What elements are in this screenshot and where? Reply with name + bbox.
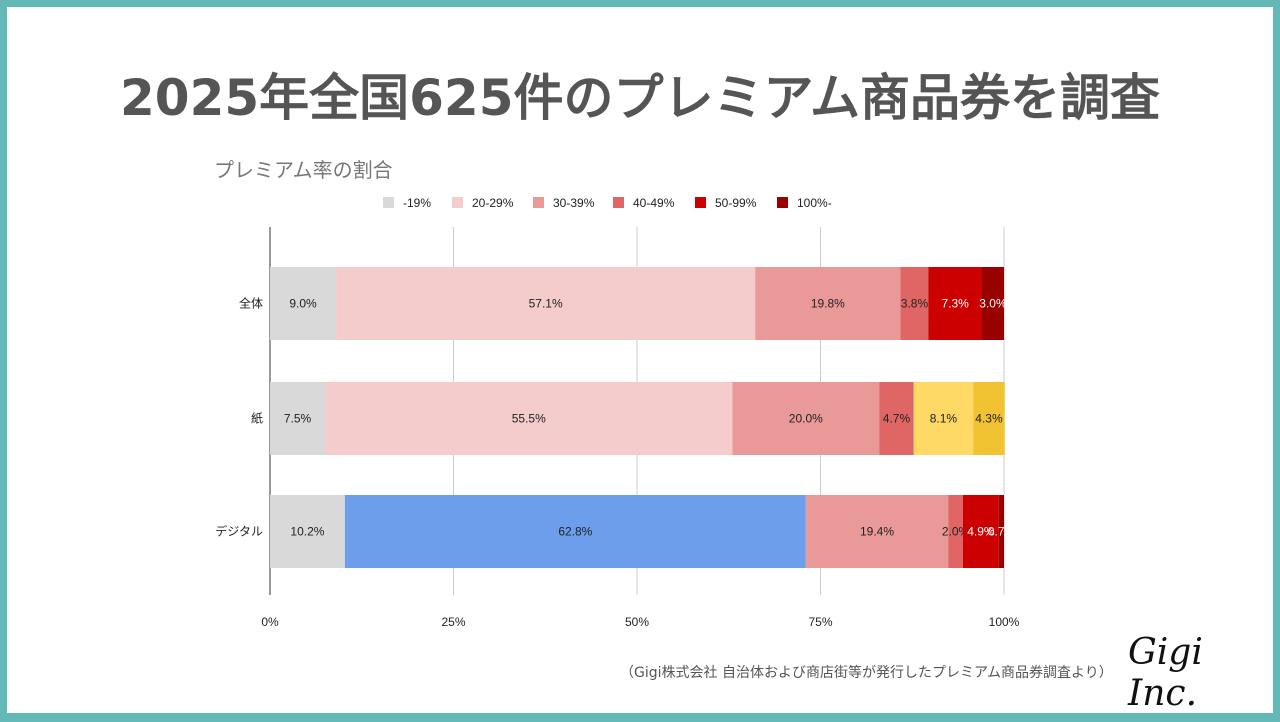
bar-segment bbox=[336, 267, 756, 340]
data-label: 7.5% bbox=[284, 412, 312, 426]
legend-label: 40-49% bbox=[633, 196, 675, 210]
legend-label: 50-99% bbox=[715, 196, 757, 210]
data-label: 9.0% bbox=[289, 297, 317, 311]
bar-segment bbox=[928, 267, 982, 340]
legend-swatch bbox=[533, 197, 544, 208]
data-label: 8.1% bbox=[930, 412, 958, 426]
legend-swatch bbox=[613, 197, 624, 208]
data-label: 4.3% bbox=[975, 412, 1003, 426]
data-label: 19.8% bbox=[811, 297, 845, 311]
bar-segment bbox=[981, 267, 1004, 340]
bar-segment bbox=[900, 267, 929, 340]
bar-segment bbox=[805, 495, 949, 568]
legend-label: 30-39% bbox=[553, 196, 595, 210]
bar-segment bbox=[879, 382, 914, 455]
bar-segment bbox=[973, 382, 1005, 455]
data-label: 2.0% bbox=[942, 525, 970, 539]
data-label: 4.9% bbox=[967, 525, 995, 539]
data-label: 7.3% bbox=[942, 297, 970, 311]
data-label: 20.0% bbox=[789, 412, 823, 426]
bar-segment bbox=[913, 382, 974, 455]
legend-swatch bbox=[452, 197, 463, 208]
data-label: 3.8% bbox=[901, 297, 929, 311]
slide bbox=[7, 7, 1273, 713]
x-tick-label: 100% bbox=[989, 615, 1020, 629]
bar-segment bbox=[270, 267, 337, 340]
data-label: 10.2% bbox=[290, 525, 324, 539]
legend-swatch bbox=[383, 197, 394, 208]
bar-segment bbox=[270, 495, 345, 568]
source-note: （Gigi株式会社 自治体および商店街等が発行したプレミアム商品券調査より） bbox=[620, 665, 1113, 681]
page-title: 2025年全国625件のプレミアム商品券を調査 bbox=[119, 69, 1161, 127]
x-tick-label: 25% bbox=[441, 615, 465, 629]
category-label: 全体 bbox=[239, 296, 263, 311]
legend-label: -19% bbox=[403, 196, 431, 210]
x-tick-label: 50% bbox=[625, 615, 649, 629]
category-label: デジタル bbox=[215, 524, 263, 539]
category-label: 紙 bbox=[251, 411, 263, 426]
bar-segment bbox=[998, 495, 1004, 568]
logo: Gigi Inc. bbox=[1128, 632, 1203, 714]
bar-segment bbox=[344, 495, 806, 568]
legend-swatch bbox=[777, 197, 788, 208]
data-label: 62.8% bbox=[558, 525, 592, 539]
bar-segment bbox=[948, 495, 963, 568]
bar-segment bbox=[962, 495, 999, 568]
data-label: 55.5% bbox=[512, 412, 546, 426]
data-label: 0.7% bbox=[988, 525, 1016, 539]
bar-segment bbox=[732, 382, 880, 455]
data-label: 4.7% bbox=[883, 412, 911, 426]
bar-segment bbox=[270, 382, 326, 455]
data-label: 57.1% bbox=[529, 297, 563, 311]
legend-label: 20-29% bbox=[472, 196, 514, 210]
legend-swatch bbox=[695, 197, 706, 208]
data-label: 3.0% bbox=[979, 297, 1007, 311]
bar-segment bbox=[325, 382, 733, 455]
bar-segment bbox=[755, 267, 901, 340]
data-label: 19.4% bbox=[860, 525, 894, 539]
chart-title: プレミアム率の割合 bbox=[214, 158, 393, 182]
x-tick-label: 0% bbox=[261, 615, 279, 629]
x-tick-label: 75% bbox=[808, 615, 832, 629]
legend-label: 100%- bbox=[797, 196, 832, 210]
